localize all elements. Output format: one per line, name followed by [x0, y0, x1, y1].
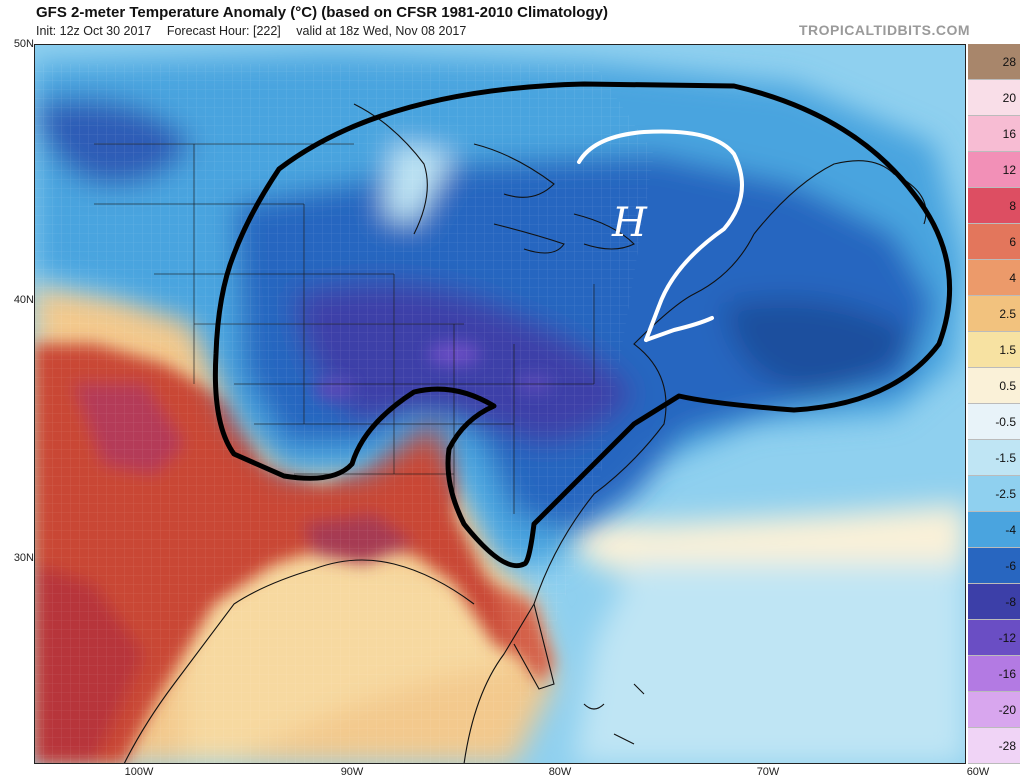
colorbar-cell: 6: [968, 224, 1020, 260]
colorbar: 28 20 16 12 8 6 4 2.5 1.5 0.5 -0.5 -1.5 -2.5 -4 -6 -8 -1…: [968, 44, 1020, 764]
lon-label-80w: 80W: [548, 766, 572, 778]
lat-label-30n: 30N: [13, 552, 34, 564]
colorbar-label: -4: [1005, 523, 1016, 537]
colorbar-label: 8: [1009, 199, 1016, 213]
colorbar-label: 2.5: [999, 307, 1016, 321]
colorbar-cell: 2.5: [968, 296, 1020, 332]
colorbar-label: 20: [1002, 91, 1016, 105]
colorbar-cell: -4: [968, 512, 1020, 548]
colorbar-stack: 28 20 16 12 8 6 4 2.5 1.5 0.5 -0.5 -1.5 -2.5 -4 -6 -8 -1…: [968, 44, 1020, 764]
county-grid-texture: [34, 64, 654, 764]
forecast-hour: Forecast Hour: [222]: [166, 24, 281, 38]
anomaly-map: H: [34, 44, 966, 765]
colorbar-label: 6: [1009, 235, 1016, 249]
colorbar-label: -0.5: [995, 415, 1016, 429]
colorbar-cell: -2.5: [968, 476, 1020, 512]
map-frame: [34, 44, 966, 764]
colorbar-cell: -6: [968, 548, 1020, 584]
colorbar-label: -2.5: [995, 487, 1016, 501]
colorbar-label: 0.5: [999, 379, 1016, 393]
map-canvas: H: [34, 44, 966, 765]
colorbar-label: 16: [1002, 127, 1016, 141]
lat-label-40n: 40N: [13, 294, 34, 306]
colorbar-cell: -16: [968, 656, 1020, 692]
colorbar-label: 12: [1002, 163, 1016, 177]
colorbar-cell: 20: [968, 80, 1020, 116]
colorbar-cell: 12: [968, 152, 1020, 188]
colorbar-label: -20: [998, 703, 1016, 717]
colorbar-label: -8: [1005, 595, 1016, 609]
lon-label-100w: 100W: [124, 766, 154, 778]
colorbar-label: 28: [1002, 55, 1016, 69]
colorbar-cell: 4: [968, 260, 1020, 296]
colorbar-cell: 1.5: [968, 332, 1020, 368]
colorbar-cell: -1.5: [968, 440, 1020, 476]
state-borders: [94, 143, 595, 514]
lon-label-70w: 70W: [756, 766, 780, 778]
lat-label-50n: 50N: [13, 38, 34, 50]
colorbar-cell: -20: [968, 692, 1020, 728]
colorbar-cell: 8: [968, 188, 1020, 224]
map-title: GFS 2-meter Temperature Anomaly (°C) (ba…: [36, 4, 608, 21]
colorbar-cell: 0.5: [968, 368, 1020, 404]
colorbar-label: -6: [1005, 559, 1016, 573]
lon-label-60w: 60W: [966, 766, 990, 778]
colorbar-cell: -12: [968, 620, 1020, 656]
colorbar-label: -12: [998, 631, 1016, 645]
circulation-arrow: [577, 129, 744, 342]
brand-watermark: TROPICALTIDBITS.COM: [798, 22, 970, 38]
valid-time: valid at 18z Wed, Nov 08 2017: [296, 24, 467, 38]
lon-label-90w: 90W: [340, 766, 364, 778]
colorbar-cell: 16: [968, 116, 1020, 152]
colorbar-label: -1.5: [995, 451, 1016, 465]
map-subtitle: Init: 12z Oct 30 2017 Forecast Hour: [22…: [36, 24, 478, 38]
colorbar-label: 1.5: [999, 343, 1016, 357]
colorbar-label: -16: [998, 667, 1016, 681]
colorbar-label: -28: [998, 739, 1016, 753]
coastlines: [123, 103, 927, 765]
colorbar-cell: -0.5: [968, 404, 1020, 440]
cold-air-contour: [212, 81, 953, 569]
colorbar-label: 4: [1009, 271, 1016, 285]
init-time: Init: 12z Oct 30 2017: [36, 24, 152, 38]
colorbar-cell: -8: [968, 584, 1020, 620]
colorbar-cell: 28: [968, 44, 1020, 80]
colorbar-cell: -28: [968, 728, 1020, 764]
high-pressure-label: H: [611, 200, 648, 246]
